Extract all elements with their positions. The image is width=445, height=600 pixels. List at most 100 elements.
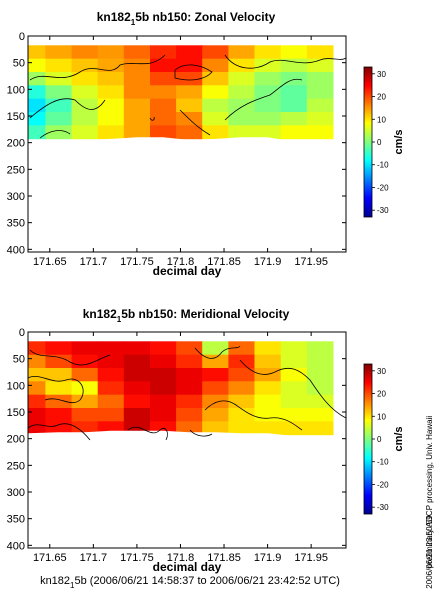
heatmap-cell <box>176 354 203 369</box>
colorbar-tick-label: 20 <box>377 390 386 399</box>
heatmap-cell <box>123 112 151 126</box>
heatmap-cell <box>202 98 229 113</box>
heatmap-cell <box>176 341 203 356</box>
x-tick-label: 171.7 <box>80 552 108 564</box>
heatmap-cell <box>306 368 334 382</box>
heatmap-cell <box>123 394 151 409</box>
heatmap-cell <box>97 98 125 113</box>
zonal-contour-line <box>29 54 166 81</box>
processing-note: preliminary ADCP processing, Univ. Hawai… <box>425 416 434 568</box>
heatmap-cell <box>150 112 177 126</box>
meridional-colorbar-ticks: 30 20 10 0 -10 -20 -30 <box>372 367 389 512</box>
heatmap-cell <box>28 72 46 86</box>
heatmap-cell <box>176 421 203 436</box>
zonal-colorbar-ticks: 30 20 10 0 -10 -20 -30 <box>372 70 389 215</box>
heatmap-cell <box>97 381 125 396</box>
heatmap-cell <box>202 45 229 60</box>
heatmap-cell <box>202 58 229 73</box>
y-tick-label: 350 <box>7 218 25 230</box>
heatmap-cell <box>71 394 99 409</box>
heatmap-cell <box>228 341 256 356</box>
meridional-colorbar-unit: cm/s <box>393 426 405 451</box>
y-tick-label: 0 <box>19 31 25 43</box>
heatmap-cell <box>202 421 229 436</box>
heatmap-cell <box>150 72 177 86</box>
heatmap-cell <box>228 408 256 422</box>
meridional-contour-line <box>239 359 347 419</box>
heatmap-cell <box>150 381 177 396</box>
y-tick-label: 250 <box>7 460 25 472</box>
heatmap-cell <box>45 45 73 60</box>
heatmap-cell <box>280 45 308 60</box>
zonal-velocity-panel: kn18215b nb150: Zonal Velocity 050100150… <box>7 10 405 278</box>
heatmap-cell <box>202 394 229 409</box>
heatmap-cell <box>228 58 256 73</box>
heatmap-cell <box>123 98 151 113</box>
zonal-plot-frame <box>27 35 347 253</box>
heatmap-cell <box>71 45 99 60</box>
heatmap-cell <box>306 98 334 113</box>
heatmap-cell <box>202 112 229 126</box>
heatmap-cell <box>97 368 125 382</box>
heatmap-cell <box>45 341 73 356</box>
colorbar-tick-label: -30 <box>377 206 389 215</box>
x-tick-label: 171.95 <box>294 552 328 564</box>
heatmap-cell <box>202 85 229 100</box>
zonal-no-data-mask <box>28 137 346 252</box>
heatmap-cell <box>45 125 73 140</box>
meridional-y-axis: 0 50 100 150 200 250 300 350 400 <box>7 327 346 552</box>
heatmap-cell <box>176 368 203 382</box>
heatmap-cell <box>28 125 46 140</box>
heatmap-cell <box>176 408 203 422</box>
heatmap-cell <box>228 394 256 409</box>
zonal-contour-line <box>39 130 71 139</box>
zonal-contour-line <box>224 54 347 69</box>
heatmap-cell <box>228 72 256 86</box>
colorbar-tick-label: -20 <box>377 480 389 489</box>
y-tick-label: 350 <box>7 514 25 526</box>
heatmap-cell <box>71 112 99 126</box>
heatmap-cell <box>202 408 229 422</box>
heatmap-cell <box>45 85 73 100</box>
heatmap-cell <box>45 354 73 369</box>
generated-timestamp: 2006/06/21 23:50:59 <box>425 515 434 589</box>
heatmap-cell <box>280 354 308 369</box>
heatmap-cell <box>150 125 177 140</box>
meridional-contour-line <box>127 426 168 441</box>
meridional-heatmap <box>28 341 334 436</box>
heatmap-cell <box>28 85 46 100</box>
heatmap-cell <box>254 381 282 396</box>
heatmap-cell <box>254 368 282 382</box>
colorbar-tick-label: 0 <box>377 138 382 147</box>
heatmap-cell <box>28 354 46 369</box>
heatmap-cell <box>123 354 151 369</box>
heatmap-cell <box>71 381 99 396</box>
zonal-contour-line <box>179 109 211 136</box>
x-tick-label: 171.8 <box>167 552 195 564</box>
heatmap-cell <box>228 381 256 396</box>
x-tick-label: 171.7 <box>80 256 108 268</box>
heatmap-cell <box>45 368 73 382</box>
zonal-title: kn18215b nb150: Zonal Velocity <box>97 10 276 27</box>
heatmap-cell <box>28 381 46 396</box>
heatmap-cell <box>97 58 125 73</box>
heatmap-cell <box>45 394 73 409</box>
heatmap-cell <box>280 341 308 356</box>
heatmap-cell <box>228 85 256 100</box>
y-tick-label: 250 <box>7 164 25 176</box>
heatmap-cell <box>97 112 125 126</box>
heatmap-cell <box>123 341 151 356</box>
heatmap-cell <box>280 408 308 422</box>
meridional-no-data-mask <box>28 430 346 548</box>
zonal-colorbar-unit: cm/s <box>393 129 405 154</box>
heatmap-cell <box>254 354 282 369</box>
heatmap-cell <box>71 368 99 382</box>
heatmap-cell <box>176 85 203 100</box>
heatmap-cell <box>176 394 203 409</box>
heatmap-cell <box>254 112 282 126</box>
heatmap-cell <box>228 112 256 126</box>
y-tick-label: 400 <box>7 244 25 256</box>
colorbar-tick-label: 30 <box>377 70 386 79</box>
heatmap-cell <box>123 408 151 422</box>
x-tick-label: 171.85 <box>207 256 241 268</box>
